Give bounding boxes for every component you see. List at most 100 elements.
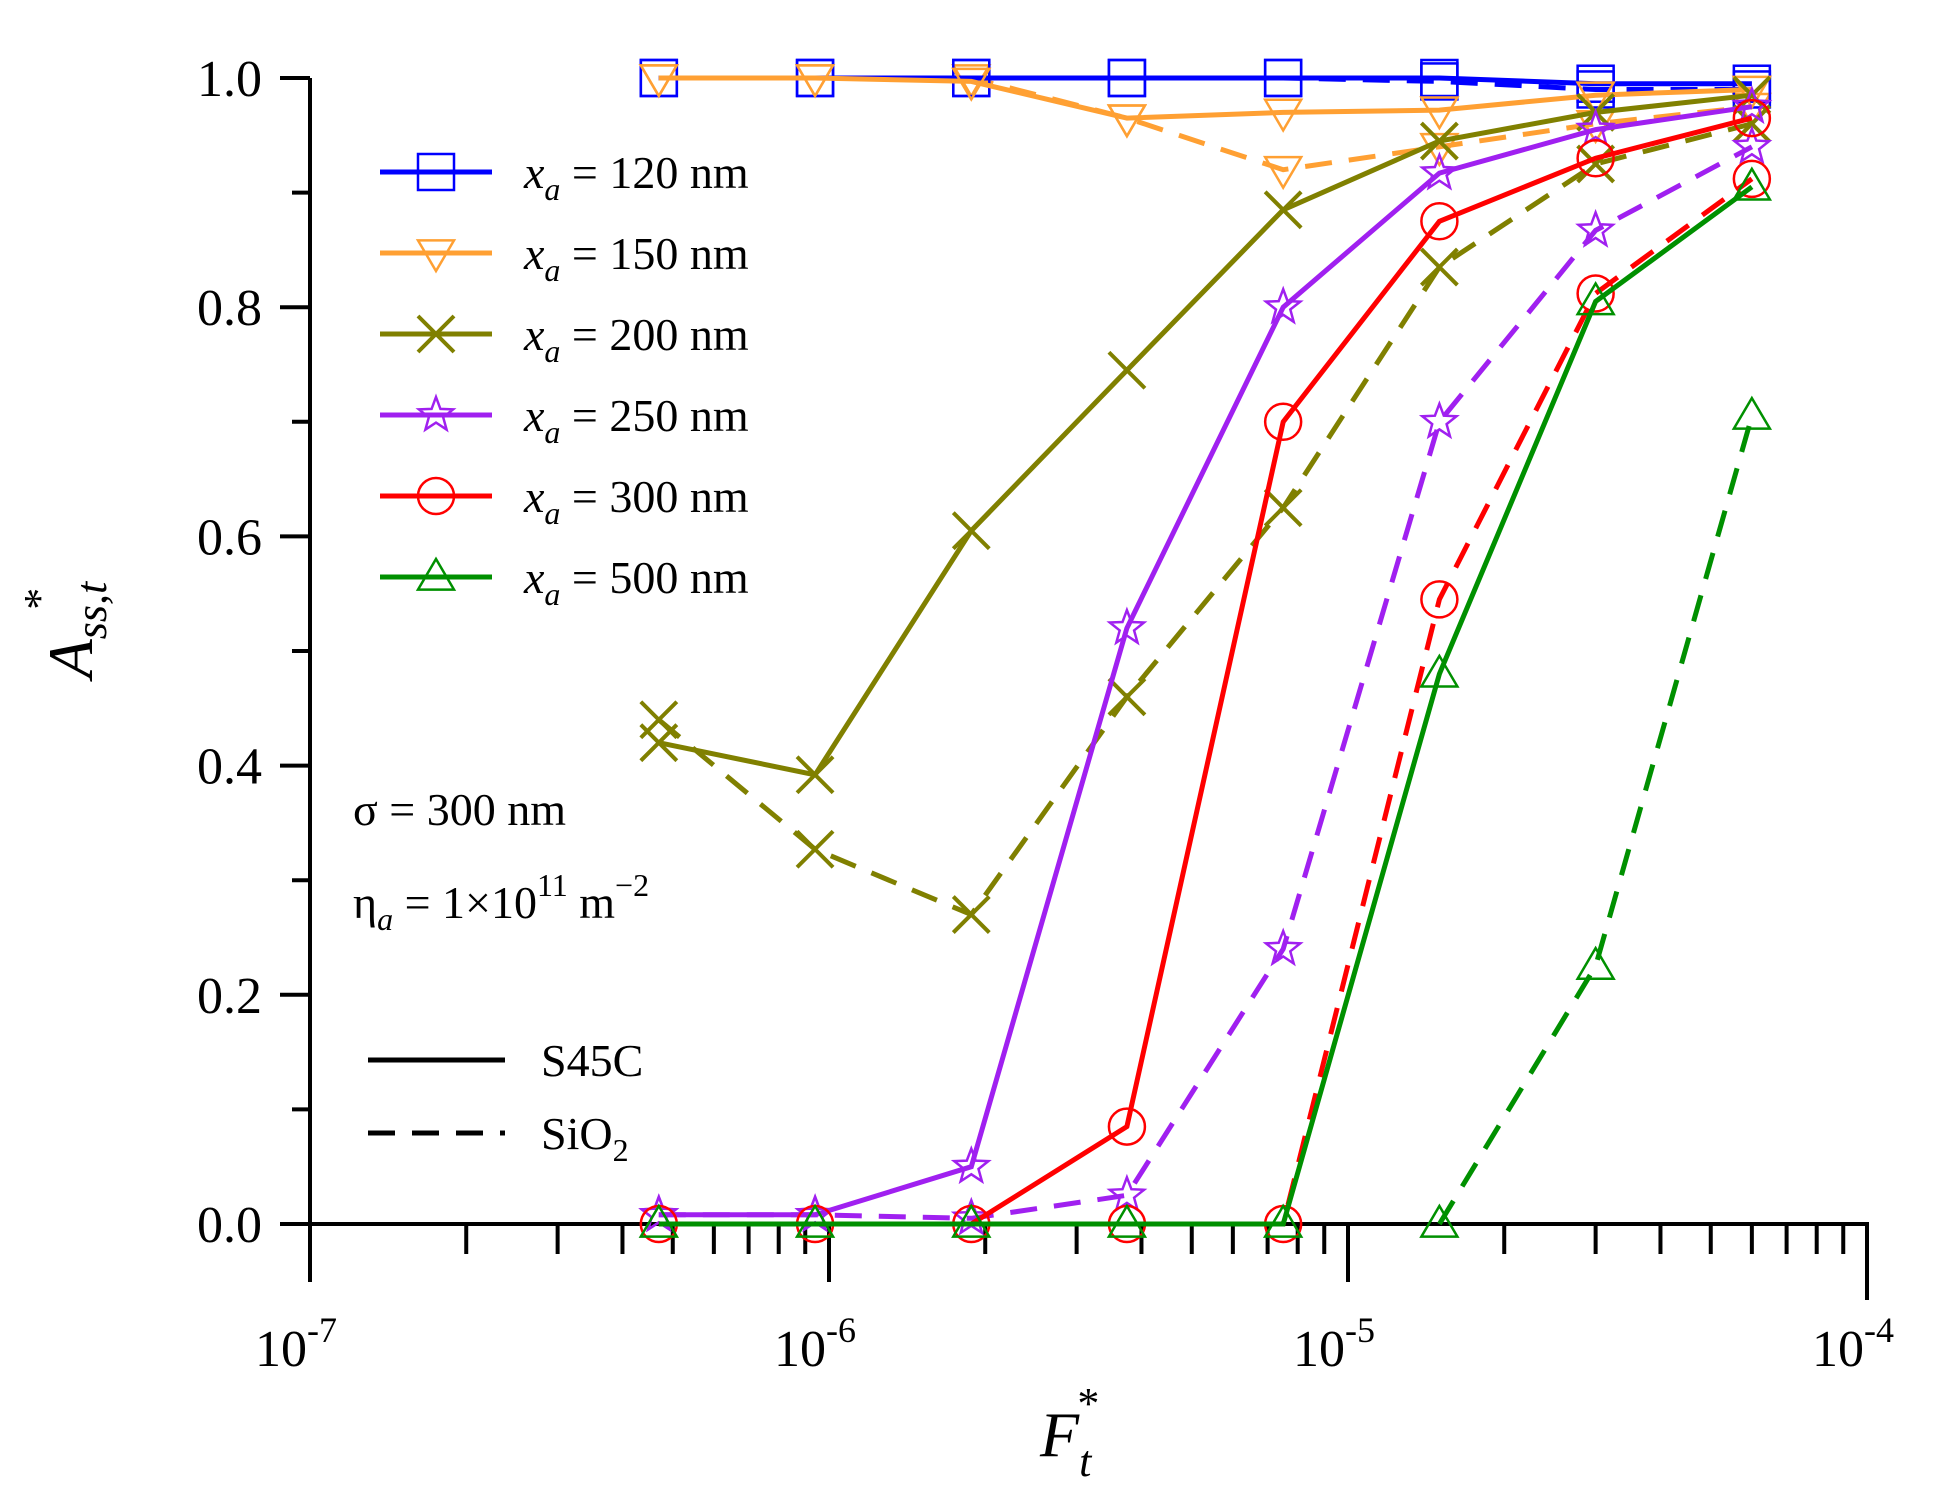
data-point — [1262, 927, 1304, 967]
data-point — [1106, 104, 1148, 139]
legend-sub: a — [544, 414, 560, 450]
legend-entry: xa = 120 nm — [380, 147, 749, 207]
x-axis-label-main: F — [1039, 1399, 1080, 1470]
legend-rest: = 200 nm — [560, 309, 748, 360]
data-point — [1263, 190, 1303, 230]
legend-var: x — [523, 147, 545, 198]
data-point — [952, 58, 991, 98]
data-point — [794, 64, 836, 99]
data-point — [1107, 677, 1147, 717]
data-point — [638, 1203, 680, 1238]
legend-rest: = 300 nm — [560, 471, 748, 522]
x-tick-label: 10-4 — [1812, 1310, 1894, 1378]
data-point — [951, 895, 991, 934]
legend-entry: xa = 150 nm — [380, 228, 749, 288]
series-line-sio2 — [1437, 415, 1755, 1226]
sigma-rest: = 300 nm — [378, 784, 566, 835]
x-tick-base: 10 — [255, 1321, 307, 1378]
x-axis-ticks: 10-7 10-6 10-5 10-4 — [255, 1224, 1894, 1378]
data-point — [1731, 395, 1773, 430]
y-axis-label-sub: ss,t — [67, 580, 116, 639]
data-point — [795, 755, 835, 795]
data-point — [1418, 400, 1460, 440]
data-point — [1731, 75, 1773, 110]
y-axis-label: Ass,t* — [15, 580, 116, 682]
sio2-sub: 2 — [613, 1132, 629, 1168]
data-point — [415, 239, 457, 274]
series-5-s45c — [638, 166, 1773, 1238]
legend-entry: xa = 500 nm — [380, 552, 749, 612]
data-point — [1418, 151, 1460, 191]
data-point — [1576, 144, 1616, 184]
y-axis-ticks: 0.0 0.2 0.4 0.6 0.8 1.0 — [197, 51, 310, 1254]
data-point — [951, 1203, 992, 1238]
style-legend-solid-label: S45C — [541, 1035, 643, 1086]
y-tick-label: 0.2 — [197, 968, 262, 1025]
data-point — [1419, 247, 1459, 287]
data-point — [1419, 653, 1460, 688]
data-point — [415, 556, 457, 591]
data-point — [1732, 159, 1772, 199]
y-axis-label-sup: * — [15, 588, 64, 610]
data-point — [1262, 1203, 1304, 1238]
eta-unit: m — [568, 877, 616, 928]
sio2-main: SiO — [541, 1108, 613, 1159]
y-tick-label: 0.6 — [197, 509, 262, 566]
series-line-s45c — [658, 104, 1753, 1218]
x-axis-label: Ft * — [1039, 1379, 1099, 1486]
legend-entry: xa = 200 nm — [380, 309, 749, 369]
data-point — [1576, 138, 1615, 178]
y-tick-label: 0.0 — [197, 1197, 262, 1254]
data-point — [1731, 125, 1773, 165]
data-point — [1107, 58, 1147, 98]
data-point — [1262, 98, 1304, 133]
annotation-eta: ηa = 1×1011 m−2 — [353, 867, 649, 937]
series-line-s45c — [658, 115, 1753, 1227]
annotation-sigma: σ = 300 nm — [353, 784, 566, 835]
data-point — [1420, 202, 1459, 241]
data-point — [1419, 1203, 1460, 1238]
x-tick-exp: -6 — [826, 1310, 856, 1350]
data-point — [950, 1145, 992, 1185]
series-line-s45c — [658, 184, 1754, 1227]
legend-rest: = 250 nm — [560, 390, 748, 441]
data-point — [1732, 104, 1772, 144]
eta-unit-sup: −2 — [615, 867, 649, 903]
series-2-s45c — [639, 75, 1772, 795]
data-point — [416, 152, 456, 192]
data-point — [1263, 488, 1303, 528]
data-point — [794, 1203, 836, 1238]
x-tick-base: 10 — [1293, 1321, 1345, 1378]
legend-sub: a — [544, 495, 560, 531]
data-point — [1731, 166, 1773, 201]
data-point — [1731, 85, 1773, 125]
legend-var: x — [523, 390, 545, 441]
sigma-symbol: σ — [353, 784, 378, 835]
data-point — [415, 393, 457, 433]
x-tick-label: 10-5 — [1293, 1310, 1375, 1378]
data-point — [1263, 58, 1303, 98]
series-line-sio2 — [658, 144, 1754, 1221]
eta-mid: = 1×10 — [393, 877, 537, 928]
legend-label: xa = 200 nm — [523, 309, 749, 369]
x-axis-label-sup: * — [1077, 1379, 1099, 1428]
eta-sub: a — [377, 901, 393, 937]
data-point — [1106, 606, 1148, 646]
series-line-sio2 — [657, 121, 1753, 918]
y-tick-label: 0.4 — [197, 739, 262, 796]
data-point — [416, 314, 456, 354]
legend-label: xa = 500 nm — [523, 552, 749, 612]
data-point — [1107, 350, 1147, 390]
series-2-sio2 — [639, 104, 1772, 934]
legend-rest: = 150 nm — [560, 228, 748, 279]
data-point — [1575, 945, 1616, 980]
legend-label: xa = 250 nm — [523, 390, 749, 450]
series-1-s45c — [638, 64, 1773, 139]
legend-var: x — [523, 471, 545, 522]
axes: 10-7 10-6 10-5 10-4 0.00.20.40.60.81.0 — [197, 51, 1894, 1378]
x-tick-label: 10-6 — [774, 1310, 856, 1378]
data-point — [1419, 121, 1459, 161]
legend-rest: = 500 nm — [560, 552, 748, 603]
x-tick-base: 10 — [774, 1321, 826, 1378]
